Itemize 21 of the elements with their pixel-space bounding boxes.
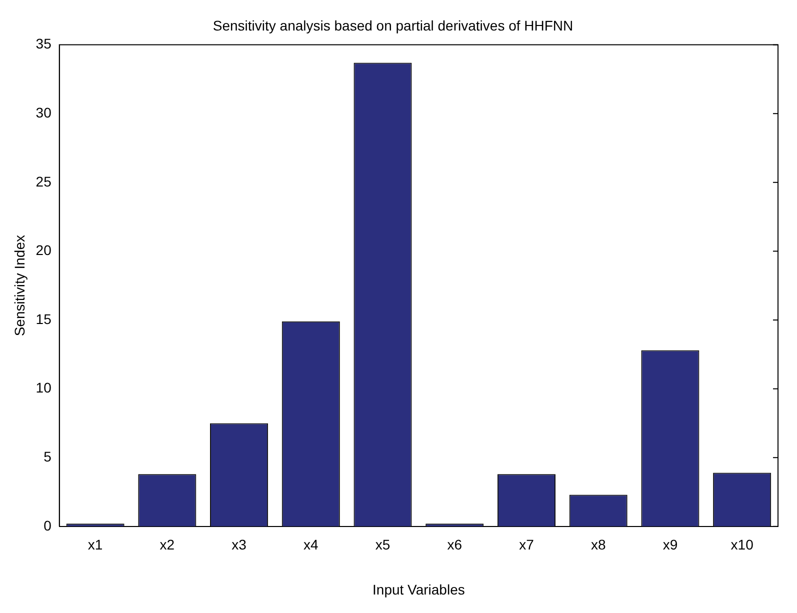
x-tick-label: x3: [232, 536, 247, 553]
y-tick-label: 35: [36, 36, 52, 52]
y-tick-label: 15: [36, 310, 52, 327]
chart-title: Sensitivity analysis based on partial derivatives of HHFNN: [212, 17, 574, 34]
y-tick-label: 5: [44, 448, 52, 464]
x-tick-label: x7: [519, 536, 534, 553]
x-tick-label: x8: [590, 536, 606, 553]
x-tick-label: x2: [160, 536, 175, 553]
x-tick-label: x1: [88, 536, 103, 553]
x-tick-label: x4: [303, 536, 318, 553]
x-tick-label: x9: [662, 536, 678, 553]
x-tick-label: x10: [730, 536, 754, 553]
x-axis-title: Input Variables: [372, 581, 465, 598]
y-tick-label: 20: [36, 242, 52, 258]
y-tick-label: 0: [44, 517, 52, 534]
y-tick-label: 25: [36, 173, 52, 190]
x-tick-label: x5: [375, 536, 390, 553]
y-axis-title: Sensitivity Index: [11, 235, 28, 336]
y-tick-label: 30: [36, 104, 52, 120]
x-tick-label: x6: [447, 536, 462, 553]
y-tick-label: 10: [36, 380, 52, 396]
